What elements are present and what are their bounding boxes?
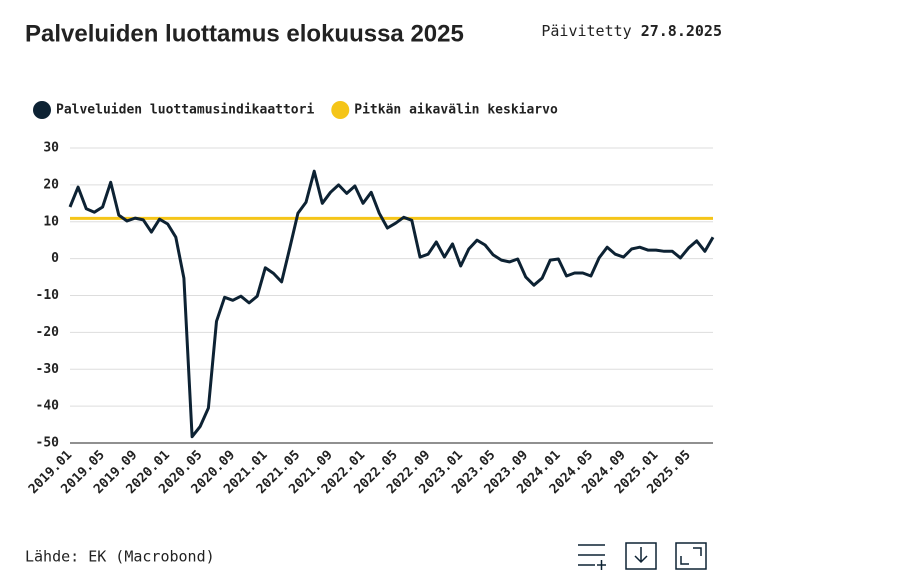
chart-title: Palveluiden luottamus elokuussa 2025 [25,20,464,47]
icon-arrow [634,547,648,564]
y-tick-label: -20 [36,325,60,340]
updated-date: 27.8.2025 [641,22,722,40]
updated: Päivitetty 27.8.2025 [541,22,722,40]
y-tick-label: -30 [36,362,60,377]
icon-box [625,542,657,570]
y-tick-label: -10 [36,288,60,303]
y-tick-label: -40 [36,399,60,414]
fullscreen-icon[interactable] [675,542,707,570]
legend-label: Pitkän aikavälin keskiarvo [354,103,558,118]
icon-corners [680,547,702,565]
legend-marker [331,101,350,119]
download-icon[interactable] [625,542,657,570]
y-tick-label: -50 [36,436,60,451]
line-series [68,169,715,439]
y-tick-label: 0 [51,251,59,266]
icon-box [675,542,707,570]
y-tick-label: 20 [43,177,59,192]
legend-label: Palveluiden luottamusindikaattori [56,103,314,118]
y-tick-label: 30 [43,141,59,156]
legend-marker [33,101,51,119]
updated-label: Päivitetty [541,22,631,40]
menu-icon[interactable] [578,544,606,570]
source: Lähde: EK (Macrobond) [25,548,215,566]
y-tick-label: 10 [43,214,59,229]
